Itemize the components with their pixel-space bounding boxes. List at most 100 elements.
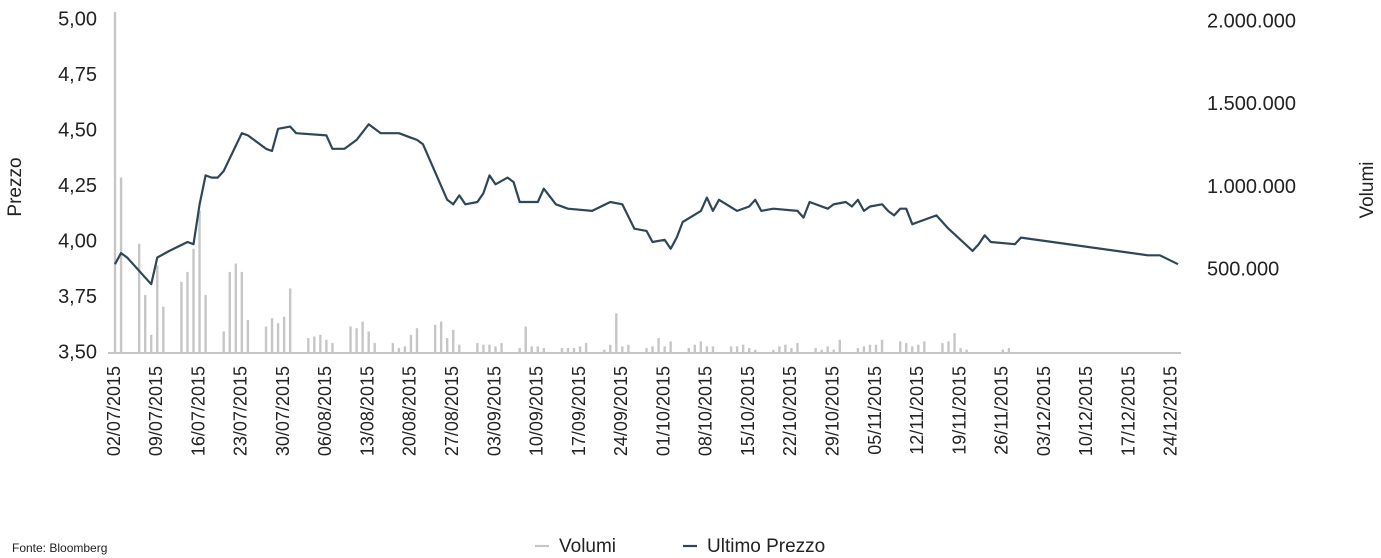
volume-bar: [657, 338, 660, 353]
volume-bar: [488, 344, 491, 353]
volume-bar: [494, 346, 497, 353]
volume-bar: [621, 346, 624, 353]
volume-bar: [747, 348, 751, 353]
x-tick-label: 05/11/2015: [865, 366, 885, 455]
y-tick-label: 4,25: [58, 175, 97, 197]
y2-tick-label: 1.000.000: [1207, 176, 1296, 198]
volume-bar: [409, 334, 413, 353]
volume-bar: [228, 271, 231, 353]
x-tick-label: 02/07/2015: [104, 366, 124, 456]
volume-bar: [240, 271, 244, 353]
y-tick-label: 3,75: [58, 286, 97, 308]
y-tick-label: 4,75: [58, 64, 97, 86]
volume-bar: [584, 343, 588, 353]
volume-bar: [204, 295, 207, 353]
volume-bar: [264, 326, 268, 353]
x-tick-label: 12/11/2015: [907, 366, 927, 455]
volume-bar: [331, 343, 334, 353]
volume-bar: [415, 328, 419, 353]
volume-bar: [868, 344, 872, 353]
volume-bar: [373, 343, 376, 353]
x-tick-label: 10/12/2015: [1076, 366, 1096, 456]
volume-bar: [530, 346, 533, 353]
y2-tick-label: 500.000: [1207, 259, 1279, 281]
volume-bar: [959, 348, 962, 353]
volume-bar: [651, 346, 654, 353]
y2-tick-label: 2.000.000: [1207, 10, 1296, 32]
volume-bar: [137, 243, 141, 353]
x-tick-label: 06/08/2015: [315, 366, 335, 456]
volume-bar: [578, 346, 582, 353]
volume-bar: [500, 343, 503, 353]
volume-bar: [820, 349, 823, 353]
legend-label: Volumi: [559, 536, 616, 557]
volume-bar: [947, 341, 950, 353]
x-tick-label: 08/10/2015: [696, 366, 716, 456]
x-tick-label: 19/11/2015: [949, 366, 969, 455]
volume-bar: [669, 341, 672, 353]
volume-bar: [452, 329, 455, 353]
volume-bar: [445, 338, 449, 353]
volume-bar: [862, 346, 866, 353]
volume-bar: [615, 313, 618, 353]
volume-bar: [198, 210, 201, 353]
volume-bar: [572, 348, 576, 353]
volume-bar: [222, 331, 225, 353]
volume-bar: [941, 343, 944, 353]
x-tick-label: 30/07/2015: [273, 366, 293, 456]
volume-bar: [953, 333, 956, 353]
volume-bar: [433, 324, 437, 353]
x-tick-label: 01/10/2015: [653, 366, 673, 456]
x-tick-label: 24/09/2015: [611, 366, 631, 456]
volume-bar: [687, 348, 690, 353]
volume-bar: [832, 349, 835, 353]
volume-bar: [814, 348, 817, 353]
volume-bar: [711, 346, 715, 353]
volume-bar: [355, 328, 358, 353]
volume-bar: [524, 326, 527, 353]
volume-bar: [246, 319, 250, 353]
volume-bar: [735, 346, 739, 353]
volume-bar: [325, 339, 328, 353]
volume-bar: [645, 348, 648, 353]
x-tick-label: 15/10/2015: [738, 366, 758, 456]
volume-bar: [270, 318, 274, 353]
x-tick-label: 03/12/2015: [1034, 366, 1054, 456]
volume-bar: [705, 346, 709, 353]
volume-bar: [754, 349, 757, 353]
x-tick-label: 03/09/2015: [484, 366, 504, 456]
volume-bar: [391, 343, 395, 353]
volume-bar: [741, 344, 745, 353]
volume-bar: [180, 281, 183, 353]
volume-bar: [397, 348, 401, 353]
volume-bar: [361, 321, 364, 353]
y-axis-label: Prezzo: [5, 157, 26, 216]
volume-bar: [313, 336, 316, 353]
volume-bar: [150, 334, 153, 353]
volume-bar: [458, 344, 461, 353]
volume-bar: [439, 321, 443, 353]
volume-bar: [349, 326, 352, 353]
y2-tick-label: 1.500.000: [1207, 93, 1296, 115]
volume-bar: [1007, 348, 1011, 353]
volume-bar: [1001, 349, 1005, 353]
volume-bar: [729, 346, 733, 353]
volume-bar: [403, 346, 407, 353]
volume-bar: [143, 295, 147, 353]
volume-bar: [917, 344, 920, 353]
volume-bar: [772, 349, 775, 353]
volume-bar: [784, 344, 787, 353]
volume-bar: [307, 338, 310, 353]
y-tick-label: 4,50: [58, 119, 97, 141]
volume-bar: [778, 346, 781, 353]
volume-bar: [826, 346, 829, 353]
volume-bar: [542, 348, 546, 353]
x-tick-label: 29/10/2015: [822, 366, 842, 456]
source-note: Fonte: Bloomberg: [12, 541, 107, 555]
volume-bar: [162, 306, 165, 353]
volume-bar: [699, 341, 703, 353]
volume-bar: [288, 288, 292, 353]
volume-bar: [119, 177, 123, 353]
volume-bar: [186, 271, 189, 353]
